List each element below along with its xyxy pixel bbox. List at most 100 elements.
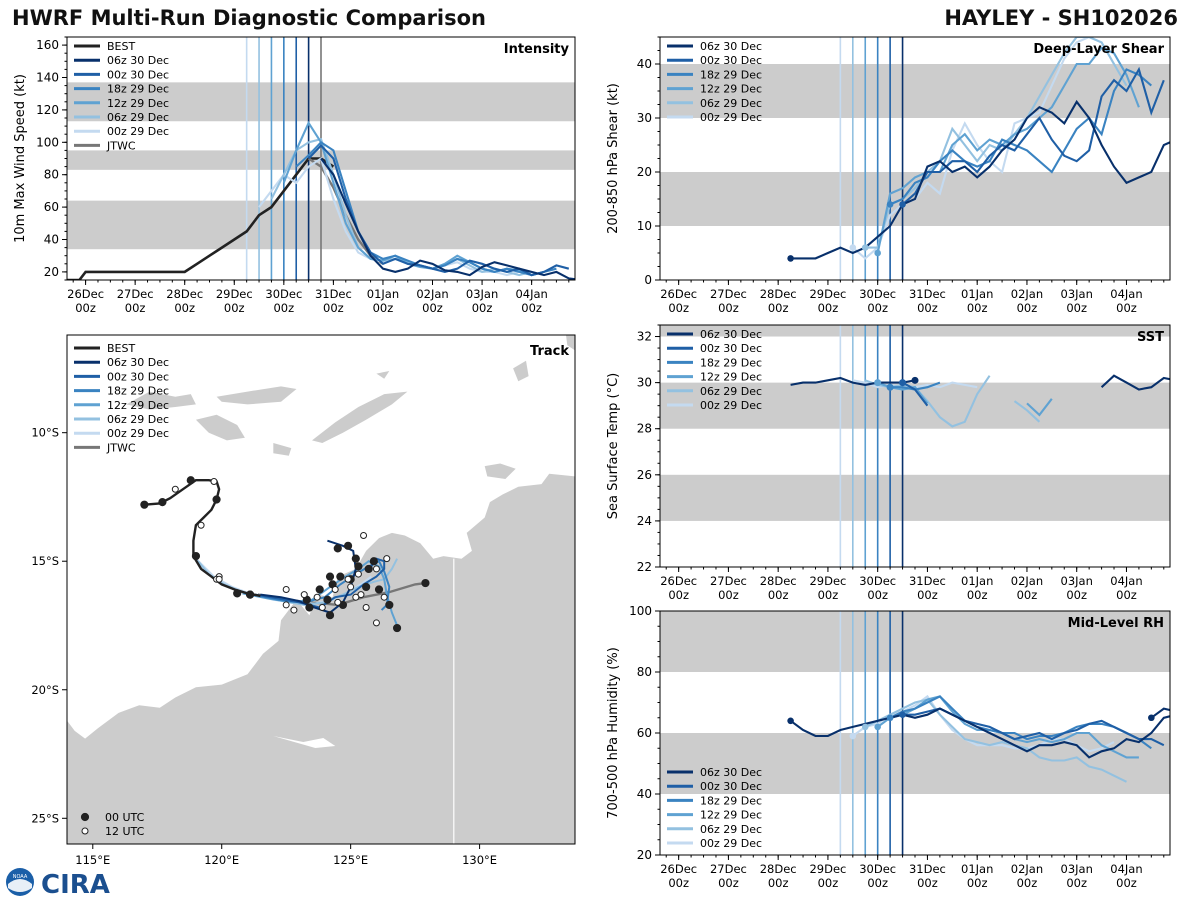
rh-x-tick-label: 00z	[1017, 876, 1038, 890]
rh-series-line	[889, 695, 1152, 750]
rh-series-line	[852, 694, 1115, 753]
shear-legend-label: 00z 30 Dec	[700, 54, 762, 67]
sst-series-line	[1100, 374, 1170, 391]
intensity-legend-label: JTWC	[106, 139, 136, 152]
rh-init-point	[1148, 714, 1155, 722]
run-track-marker	[392, 623, 402, 633]
sst-y-tick-label: 28	[637, 422, 652, 436]
rh-legend-label: 06z 30 Dec	[700, 766, 762, 779]
intensity-x-tick-label: 03Jan	[466, 287, 498, 301]
track-panel: 115°E 120°E 125°E 130°E 10°S 15°S 20°S 25°S Trac…	[31, 334, 576, 867]
rh-panel: 2040608010026Dec00z27Dec00z28Dec00z29Dec…	[606, 604, 1171, 890]
intensity-x-tick-label: 26Dec	[67, 287, 104, 301]
track-marker-legend-label: 12 UTC	[105, 825, 145, 838]
rh-panel-title: Mid-Level RH	[1068, 616, 1164, 631]
shear-x-tick-label: 00z	[917, 301, 938, 315]
sst-x-tick-label: 00z	[768, 588, 789, 602]
shear-legend-label: 06z 30 Dec	[700, 40, 762, 53]
best-track-marker	[215, 575, 223, 583]
sst-y-tick-label: 24	[637, 514, 652, 528]
run-track-marker	[300, 591, 308, 599]
track-marker-legend-symbol	[80, 812, 90, 822]
run-track-marker	[374, 585, 384, 594]
track-marker-legend-label: 00 UTC	[105, 811, 145, 824]
intensity-y-tick-label: 100	[36, 135, 59, 149]
sst-panel-title: SST	[1137, 330, 1164, 345]
shear-y-tick-label: 0	[644, 273, 652, 287]
run-track-marker	[364, 564, 373, 574]
best-track-marker	[197, 521, 205, 529]
shear-init-point	[899, 201, 906, 208]
sst-y-tick-label: 30	[637, 376, 652, 390]
jtwc-track-marker	[421, 578, 430, 588]
shear-legend-label: 06z 29 Dec	[700, 97, 762, 110]
track-legend-label: 00z 29 Dec	[107, 427, 169, 440]
rh-init-point	[886, 714, 894, 722]
sst-legend-label: 06z 30 Dec	[700, 328, 762, 341]
shear-x-tick-label: 28Dec	[760, 287, 797, 301]
sst-series-line	[790, 376, 916, 386]
run-track-marker	[352, 593, 360, 601]
shear-init-point	[787, 255, 794, 262]
intensity-best-line	[67, 157, 310, 280]
shear-x-tick-label: 00z	[818, 301, 839, 315]
best-track-marker	[210, 478, 218, 486]
rh-x-tick-label: 00z	[1116, 876, 1137, 890]
sst-x-tick-label: 04Jan	[1110, 574, 1142, 588]
run-track-marker	[315, 585, 324, 594]
run-track-marker	[372, 619, 380, 627]
intensity-x-tick-label: 31Dec	[315, 287, 352, 301]
run-track-marker	[282, 601, 290, 609]
track-map-area	[67, 335, 575, 844]
rh-series-line	[864, 698, 1127, 783]
rh-series-line	[1150, 707, 1170, 719]
run-track-marker	[325, 611, 335, 620]
intensity-y-tick-label: 40	[44, 233, 59, 247]
best-track-marker	[140, 500, 149, 509]
shear-x-tick-label: 00z	[718, 301, 739, 315]
sst-y-tick-label: 26	[637, 468, 652, 482]
intensity-y-tick-label: 160	[36, 38, 59, 52]
intensity-legend-label: 00z 29 Dec	[107, 125, 169, 138]
shear-band	[660, 64, 1170, 118]
run-track-marker	[354, 570, 362, 578]
rh-y-tick-label: 60	[637, 726, 652, 740]
sst-y-axis-label: Sea Surface Temp (°C)	[606, 373, 621, 520]
sst-legend-label: 12z 29 Dec	[700, 371, 762, 384]
run-track-marker	[343, 541, 353, 550]
land-polygon	[376, 371, 390, 379]
sst-y-tick-label: 22	[637, 560, 652, 574]
shear-x-tick-label: 29Dec	[809, 287, 846, 301]
run-track-marker	[372, 565, 380, 573]
run-track-marker	[360, 532, 368, 540]
jtwc-track-marker	[380, 593, 388, 601]
rh-x-tick-label: 31Dec	[909, 862, 946, 876]
rh-x-tick-label: 00z	[768, 876, 789, 890]
sst-series-line	[1013, 400, 1041, 423]
shear-plot-area	[660, 37, 1170, 280]
shear-x-tick-label: 26Dec	[660, 287, 697, 301]
sst-x-tick-label: 30Dec	[859, 574, 896, 588]
best-track-marker	[245, 590, 255, 599]
rh-x-tick-label: 00z	[718, 876, 739, 890]
rh-init-point	[849, 732, 857, 740]
intensity-x-tick-label: 00z	[373, 301, 394, 315]
track-panel-title: Track	[530, 344, 569, 359]
rh-init-point	[787, 717, 794, 725]
rh-legend-label: 00z 30 Dec	[700, 780, 762, 793]
intensity-x-tick-label: 00z	[422, 301, 443, 315]
noaa-logo-text: NOAA	[13, 874, 28, 880]
rh-y-tick-label: 100	[629, 604, 652, 618]
shear-x-tick-label: 04Jan	[1110, 287, 1142, 301]
shear-y-tick-label: 10	[637, 219, 652, 233]
rh-y-tick-label: 40	[637, 787, 652, 801]
track-legend-label: 06z 29 Dec	[107, 413, 169, 426]
land-polygon	[67, 473, 575, 844]
intensity-legend-label: 00z 30 Dec	[107, 68, 169, 81]
run-track-marker	[334, 598, 342, 606]
rh-x-tick-label: 27Dec	[710, 862, 747, 876]
sst-x-tick-label: 00z	[1116, 588, 1137, 602]
best-track-marker	[191, 551, 201, 561]
best-track-marker	[158, 497, 167, 507]
